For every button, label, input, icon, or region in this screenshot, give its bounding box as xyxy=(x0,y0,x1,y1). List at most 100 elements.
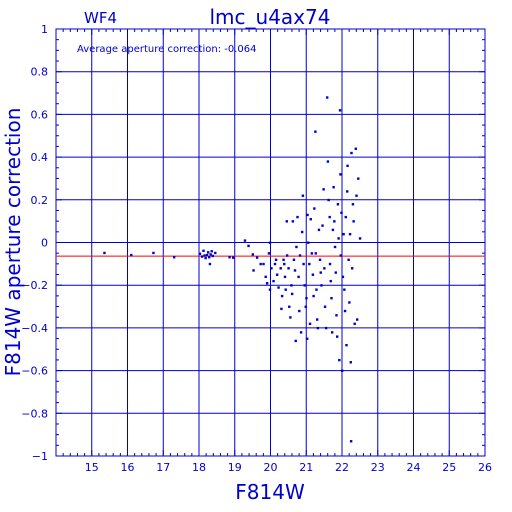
data-point xyxy=(317,228,321,232)
x-tick-label: 24 xyxy=(407,461,421,474)
data-point xyxy=(315,288,318,291)
data-point xyxy=(311,273,315,276)
x-tick-label: 23 xyxy=(371,461,385,474)
data-point xyxy=(295,245,298,249)
y-tick-label: −0.4 xyxy=(21,322,48,335)
data-point xyxy=(280,307,283,311)
data-point xyxy=(285,254,289,257)
data-point xyxy=(264,275,267,279)
data-point xyxy=(228,256,231,259)
data-point xyxy=(348,232,352,236)
data-point xyxy=(301,194,305,197)
data-point xyxy=(259,262,262,266)
data-point xyxy=(341,369,344,372)
data-point xyxy=(323,267,326,270)
data-point xyxy=(268,241,272,244)
data-point xyxy=(255,256,259,259)
data-point xyxy=(339,254,342,257)
data-point xyxy=(355,194,358,197)
data-point xyxy=(348,301,351,304)
y-tick-label: −1 xyxy=(32,450,48,463)
data-point xyxy=(290,292,294,296)
data-point xyxy=(323,305,327,308)
data-point xyxy=(350,151,353,155)
x-tick-label: 16 xyxy=(121,461,135,474)
data-point xyxy=(202,249,205,253)
data-point xyxy=(272,279,275,283)
data-point xyxy=(208,262,212,266)
data-point xyxy=(340,211,343,215)
data-point xyxy=(274,258,278,261)
x-tick-label: 26 xyxy=(478,461,492,474)
data-point xyxy=(198,252,202,256)
x-tick-label: 22 xyxy=(335,461,349,474)
y-tick-label: 1 xyxy=(41,23,48,36)
data-point xyxy=(293,269,297,272)
data-point xyxy=(352,220,355,223)
y-axis-ticks: −1 −0.8 −0.6 −0.4 −0.2 0 0.2 0.4 0.6 0.8 1 xyxy=(21,23,485,463)
data-point xyxy=(294,339,297,343)
data-point xyxy=(247,244,250,248)
data-point xyxy=(299,331,303,334)
data-point xyxy=(353,322,356,326)
data-point xyxy=(345,343,348,347)
data-point xyxy=(314,130,317,133)
y-tick-label: 0.8 xyxy=(31,66,49,79)
data-point xyxy=(209,253,212,256)
data-point xyxy=(291,220,295,223)
data-point xyxy=(292,258,296,261)
data-point xyxy=(251,253,255,256)
data-point xyxy=(318,258,322,261)
data-point xyxy=(265,282,269,285)
data-point xyxy=(205,253,209,257)
data-point xyxy=(298,254,302,257)
data-point xyxy=(320,284,323,287)
data-point xyxy=(277,286,280,289)
data-point xyxy=(328,262,332,266)
data-point xyxy=(356,318,359,321)
data-point xyxy=(336,203,340,206)
y-tick-label: −0.6 xyxy=(21,365,48,378)
data-point xyxy=(349,440,353,443)
data-point xyxy=(357,177,360,180)
data-point xyxy=(321,224,324,227)
data-point xyxy=(305,297,308,300)
data-point xyxy=(283,275,287,279)
data-point xyxy=(337,237,340,240)
data-point xyxy=(333,245,337,249)
data-point xyxy=(304,305,307,308)
data-point xyxy=(319,271,322,274)
data-point xyxy=(297,275,300,279)
data-point xyxy=(270,267,273,270)
data-point xyxy=(358,237,362,240)
data-point xyxy=(288,305,291,308)
data-point xyxy=(344,215,347,219)
data-point xyxy=(307,241,310,244)
data-point xyxy=(324,326,328,330)
data-point xyxy=(284,288,287,291)
data-point xyxy=(210,250,213,253)
data-point xyxy=(298,309,301,313)
data-point xyxy=(343,309,347,313)
y-tick-label: −0.2 xyxy=(21,279,48,292)
data-point xyxy=(231,256,235,259)
data-point xyxy=(289,316,292,319)
data-point xyxy=(338,109,342,112)
data-point xyxy=(351,267,354,270)
data-point xyxy=(349,361,352,364)
data-point xyxy=(310,252,314,255)
data-point xyxy=(300,230,304,234)
data-point xyxy=(283,262,286,266)
data-point xyxy=(351,203,355,206)
data-point xyxy=(341,275,345,279)
data-point xyxy=(335,335,339,338)
data-point xyxy=(329,279,332,283)
data-point xyxy=(308,322,312,326)
data-point xyxy=(280,294,284,298)
data-point xyxy=(315,318,319,321)
data-point xyxy=(305,337,309,340)
data-point xyxy=(290,284,293,287)
data-point xyxy=(208,256,211,259)
data-point xyxy=(332,185,335,189)
